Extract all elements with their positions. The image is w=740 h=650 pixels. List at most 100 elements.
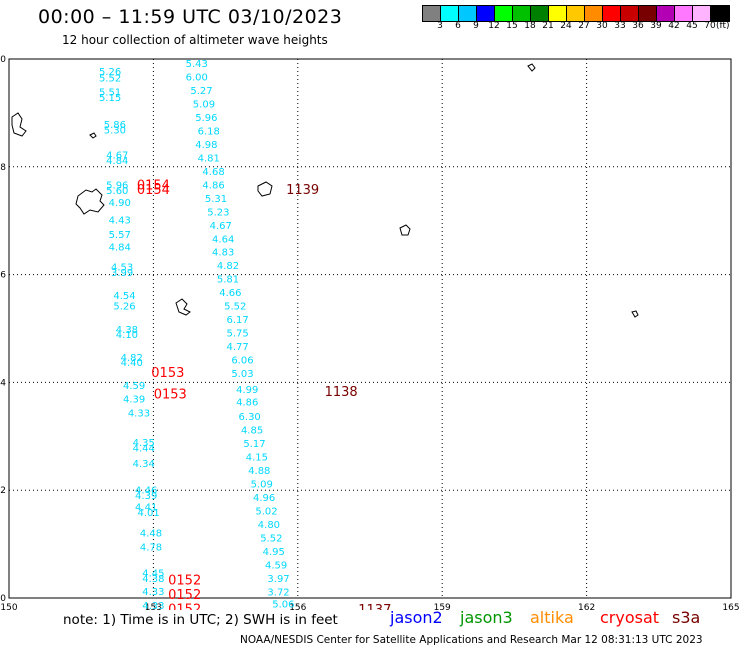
wave-height-label: 3.97 (267, 574, 289, 585)
wave-height-label: 5.75 (227, 329, 249, 340)
wave-height-label: 5.31 (205, 194, 227, 205)
scale-swatch (513, 6, 531, 21)
scale-swatch (693, 6, 711, 21)
wave-height-label: 4.33 (142, 601, 164, 610)
wave-height-label: 4.46 (135, 485, 157, 496)
wave-height-label: 5.96 (195, 113, 217, 124)
wave-height-label: 4.84 (109, 242, 131, 253)
scale-swatch (549, 6, 567, 21)
wave-height-label: 4.78 (140, 543, 162, 554)
island-outline (631, 310, 639, 318)
scale-label: 30 (596, 21, 608, 31)
wave-height-label: 4.45 (142, 568, 164, 579)
scale-swatch (495, 6, 513, 21)
scale-label: 33 (614, 21, 626, 31)
wave-height-label: 4.67 (106, 151, 128, 162)
wave-height-label: 4.59 (123, 381, 145, 392)
wave-height-label: 5.26 (99, 67, 121, 78)
island-outline (11, 112, 27, 137)
y-tick-label: 10 (0, 55, 6, 65)
wave-height-label: 4.99 (236, 385, 258, 396)
wave-height-label: 6.17 (227, 315, 249, 326)
scale-swatch (639, 6, 657, 21)
x-tick-label: 150 (0, 603, 17, 610)
wave-height-label: 4.15 (246, 453, 268, 464)
y-tick-label: 0 (0, 594, 6, 604)
wave-height-label: 5.06 (272, 600, 294, 610)
pass-time-label: 1138 (325, 385, 358, 400)
y-tick-label: 4 (0, 378, 6, 388)
scale-label: 21 (542, 21, 554, 31)
wave-height-label: 4.66 (219, 288, 241, 299)
wave-height-label: 4.39 (135, 491, 157, 502)
scale-swatch (657, 6, 675, 21)
legend-jason3: jason3 (460, 608, 513, 627)
x-tick-label: 153 (145, 603, 162, 610)
wave-height-label: 5.30 (104, 125, 126, 136)
scale-swatch (441, 6, 459, 21)
wave-height-label: 5.43 (186, 59, 208, 70)
scale-swatch (675, 6, 693, 21)
credit-line: NOAA/NESDIS Center for Satellite Applica… (240, 634, 703, 646)
scale-swatch (621, 6, 639, 21)
wave-height-label: 4.48 (140, 529, 162, 540)
wave-height-label: 4.53 (111, 262, 133, 273)
scale-swatch (531, 6, 549, 21)
wave-height-label: 4.54 (113, 291, 135, 302)
scale-label: 3 (437, 21, 443, 31)
x-tick-label: 159 (434, 603, 451, 610)
island-outline (527, 63, 536, 72)
wave-height-label: 6.06 (231, 356, 253, 367)
wave-height-map: 150 153 156 159 162 165 0 2 4 6 8 10 5.43 6.00 5.27 5.0… (0, 55, 740, 610)
island-outline (399, 224, 411, 236)
wave-height-label: 4.86 (202, 180, 224, 191)
x-tick-label: 165 (722, 603, 739, 610)
wave-height-label: 4.35 (133, 438, 155, 449)
wave-height-label: 4.67 (210, 221, 232, 232)
pass-time-label: 0152 (168, 588, 201, 603)
y-tick-label: 6 (0, 271, 6, 281)
wave-height-label: 4.90 (109, 198, 131, 209)
scale-label: 6 (455, 21, 461, 31)
wave-height-label: 4.41 (135, 503, 157, 514)
pass-time-label: 0154 (137, 183, 170, 198)
wave-height-label: 4.59 (265, 560, 287, 571)
wave-height-label: 4.38 (116, 325, 138, 336)
scale-label: 39 (650, 21, 662, 31)
wave-height-label: 4.88 (248, 466, 270, 477)
wave-height-label: 5.57 (109, 230, 131, 241)
wave-height-label: 4.68 (202, 167, 224, 178)
wave-height-label: 6.18 (198, 126, 220, 137)
wave-height-label: 4.98 (195, 140, 217, 151)
y-tick-label: 2 (0, 486, 6, 496)
pass-time-label: 1139 (286, 183, 319, 198)
wave-height-label: 4.10 (116, 330, 138, 341)
wave-height-label: 5.60 (106, 186, 128, 197)
map-frame (8, 58, 732, 599)
wave-height-label: 4.64 (212, 234, 234, 245)
scale-label: 45 (686, 21, 698, 31)
scale-label: 70 (704, 21, 716, 31)
scale-swatch (477, 6, 495, 21)
scale-swatch (423, 6, 441, 21)
wave-height-label: 4.83 (212, 248, 234, 259)
wave-height-label: 5.52 (224, 302, 246, 313)
wave-height-label: 4.39 (123, 394, 145, 405)
wave-height-label: 4.33 (128, 408, 150, 419)
wave-height-label: 4.84 (106, 156, 128, 167)
wave-height-label: 4.44 (133, 443, 155, 454)
wave-height-label: 4.86 (236, 398, 258, 409)
wave-height-label: 5.52 (260, 533, 282, 544)
wave-height-label: 5.09 (251, 480, 273, 491)
wave-height-label: 4.95 (263, 547, 285, 558)
scale-label: 24 (560, 21, 572, 31)
scale-swatch (603, 6, 621, 21)
legend-cryosat: cryosat (600, 608, 660, 627)
wave-height-label: 4.43 (109, 215, 131, 226)
wave-height-label: 5.03 (231, 369, 253, 380)
wave-height-label: 6.30 (239, 412, 261, 423)
x-tick-label: 156 (289, 603, 306, 610)
wave-height-label: 4.80 (258, 520, 280, 531)
wave-height-label: 5.86 (104, 120, 126, 131)
wave-height-label: 5.52 (99, 74, 121, 85)
